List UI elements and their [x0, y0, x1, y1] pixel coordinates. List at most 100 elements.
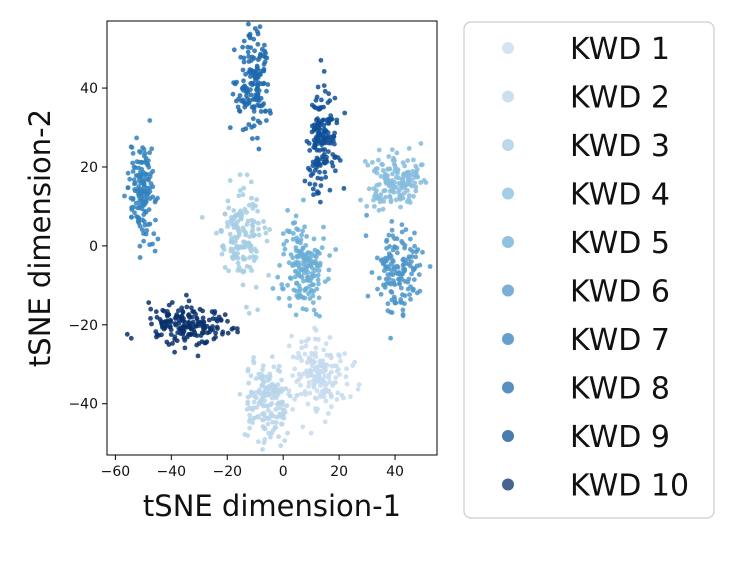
scatter-point-kwd-6	[390, 247, 396, 253]
scatter-point-kwd-5	[286, 260, 292, 266]
scatter-point-kwd-5	[307, 284, 312, 289]
scatter-point-kwd-9	[314, 125, 320, 131]
y-tick-label: −40	[68, 397, 98, 413]
scatter-point-kwd-2	[261, 425, 267, 431]
scatter-point-kwd-9	[337, 158, 343, 163]
scatter-point-kwd-5	[288, 252, 294, 257]
scatter-point-kwd-5	[305, 275, 310, 281]
scatter-point-kwd-7	[142, 208, 148, 214]
scatter-point-kwd-9	[311, 192, 316, 198]
scatter-point-kwd-9	[320, 118, 325, 123]
scatter-point-kwd-3	[234, 235, 240, 241]
scatter-point-kwd-5	[291, 231, 296, 236]
scatter-point-kwd-4	[393, 197, 399, 203]
scatter-point-kwd-5	[315, 250, 320, 255]
scatter-point-kwd-5	[287, 303, 293, 309]
scatter-point-kwd-10	[156, 333, 162, 338]
scatter-point-kwd-10	[172, 321, 178, 326]
scatter-point-kwd-2	[276, 363, 282, 369]
scatter-point-kwd-2	[276, 434, 281, 440]
scatter-point-kwd-2	[259, 371, 264, 377]
scatter-point-kwd-3	[256, 232, 262, 238]
scatter-point-kwd-4	[389, 147, 395, 153]
scatter-point-kwd-7	[149, 146, 155, 152]
scatter-point-kwd-5	[297, 286, 303, 292]
scatter-point-kwd-1	[344, 366, 349, 372]
scatter-point-kwd-3	[247, 234, 252, 240]
scatter-point-kwd-4	[371, 197, 376, 203]
scatter-point-kwd-8	[241, 78, 246, 84]
scatter-point-kwd-6	[411, 277, 417, 282]
scatter-point-kwd-10	[153, 329, 159, 334]
scatter-point-kwd-4	[387, 166, 393, 172]
scatter-point-kwd-3	[251, 254, 256, 259]
scatter-point-kwd-6	[402, 301, 407, 307]
scatter-point-kwd-10	[154, 314, 160, 320]
scatter-point-kwd-2	[282, 438, 288, 444]
scatter-point-kwd-3	[229, 254, 235, 260]
scatter-point-kwd-4	[397, 195, 403, 201]
scatter-point-kwd-2	[245, 433, 251, 438]
scatter-point-kwd-10	[182, 345, 188, 351]
scatter-point-kwd-5	[315, 272, 321, 278]
scatter-point-kwd-9	[326, 149, 331, 155]
scatter-point-kwd-8	[263, 109, 268, 114]
scatter-point-kwd-6	[387, 244, 392, 249]
scatter-point-kwd-10	[148, 316, 153, 321]
scatter-point-kwd-6	[394, 250, 400, 256]
scatter-point-kwd-9	[317, 169, 322, 175]
legend-label-kwd-10: KWD 10	[570, 469, 689, 504]
scatter-point-kwd-8	[255, 102, 260, 108]
scatter-point-kwd-10	[146, 300, 152, 305]
scatter-point-kwd-2	[254, 390, 259, 395]
scatter-point-kwd-9	[341, 186, 347, 191]
scatter-point-kwd-2	[279, 421, 285, 427]
scatter-point-kwd-10	[161, 308, 167, 314]
scatter-point-kwd-3	[266, 272, 271, 278]
scatter-point-kwd-9	[321, 83, 327, 88]
scatter-point-kwd-7	[141, 153, 147, 159]
legend-label-kwd-7: KWD 7	[570, 323, 670, 358]
scatter-point-kwd-8	[254, 87, 259, 93]
scatter-point-kwd-9	[306, 141, 312, 146]
scatter-point-kwd-2	[262, 398, 267, 404]
scatter-point-kwd-3	[220, 244, 225, 250]
scatter-point-kwd-4	[394, 150, 400, 156]
scatter-point-kwd-4	[376, 147, 382, 153]
scatter-point-kwd-2	[279, 377, 284, 383]
scatter-point-kwd-8	[262, 59, 268, 65]
scatter-point-kwd-10	[166, 302, 172, 308]
scatter-point-kwd-9	[315, 84, 321, 90]
scatter-point-kwd-8	[255, 41, 261, 47]
scatter-point-kwd-6	[420, 249, 425, 255]
scatter-point-kwd-5	[302, 295, 308, 301]
scatter-point-kwd-2	[278, 389, 284, 395]
scatter-point-kwd-3	[235, 212, 240, 218]
scatter-point-kwd-9	[313, 161, 319, 167]
scatter-point-kwd-8	[237, 93, 243, 98]
scatter-point-kwd-9	[308, 173, 314, 178]
scatter-point-kwd-10	[220, 331, 225, 337]
scatter-point-kwd-3	[227, 231, 233, 237]
scatter-point-kwd-3	[234, 223, 240, 229]
scatter-point-kwd-4	[406, 146, 412, 151]
scatter-point-kwd-8	[242, 83, 248, 89]
scatter-point-kwd-5	[293, 213, 299, 219]
scatter-point-kwd-9	[323, 157, 329, 163]
scatter-point-kwd-2	[273, 420, 279, 425]
scatter-point-kwd-10	[124, 331, 130, 337]
scatter-point-kwd-3	[219, 251, 225, 257]
scatter-point-kwd-6	[407, 292, 412, 297]
scatter-point-kwd-1	[338, 358, 343, 364]
scatter-point-kwd-10	[205, 330, 211, 336]
x-tick-label: −20	[212, 464, 242, 480]
scatter-point-kwd-4	[379, 196, 384, 202]
scatter-point-kwd-5	[296, 293, 302, 299]
y-tick-label: 40	[80, 81, 98, 97]
scatter-point-kwd-10	[173, 316, 178, 321]
scatter-point-kwd-8	[261, 68, 266, 74]
scatter-point-kwd-7	[135, 216, 141, 221]
scatter-point-kwd-3	[240, 192, 246, 198]
scatter-point-kwd-1	[334, 397, 340, 402]
scatter-point-kwd-1	[309, 363, 315, 369]
